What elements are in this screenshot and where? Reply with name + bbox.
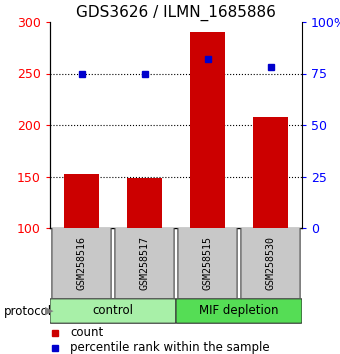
Text: GSM258516: GSM258516 (76, 236, 86, 290)
FancyBboxPatch shape (241, 227, 300, 299)
Text: percentile rank within the sample: percentile rank within the sample (70, 342, 270, 354)
Text: count: count (70, 326, 103, 339)
Text: GSM258517: GSM258517 (139, 236, 150, 290)
Text: GSM258530: GSM258530 (266, 236, 275, 290)
Text: protocol: protocol (3, 304, 52, 318)
FancyBboxPatch shape (115, 227, 174, 299)
Bar (253, 117, 288, 228)
Bar (64, 175, 99, 228)
Text: ▶: ▶ (45, 306, 54, 316)
FancyBboxPatch shape (178, 227, 237, 299)
Text: control: control (92, 304, 134, 317)
Text: MIF depletion: MIF depletion (199, 304, 279, 317)
Bar (127, 177, 162, 228)
Text: GSM258515: GSM258515 (203, 236, 212, 290)
FancyBboxPatch shape (52, 227, 111, 299)
FancyBboxPatch shape (50, 299, 176, 323)
Title: GDS3626 / ILMN_1685886: GDS3626 / ILMN_1685886 (76, 5, 276, 21)
Bar (190, 32, 225, 228)
FancyBboxPatch shape (176, 299, 302, 323)
